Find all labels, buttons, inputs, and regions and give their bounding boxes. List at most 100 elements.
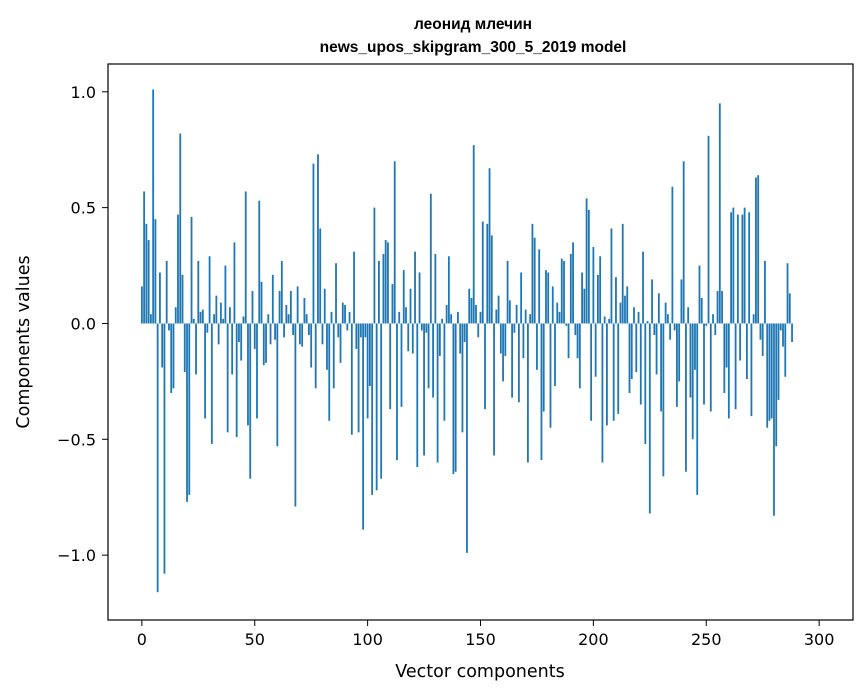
bar xyxy=(730,212,732,324)
bar xyxy=(328,323,331,421)
bar xyxy=(384,240,387,324)
bar xyxy=(159,272,161,324)
bar xyxy=(258,200,261,324)
bar xyxy=(671,186,674,324)
bar xyxy=(423,323,425,456)
bar xyxy=(280,260,283,324)
bar xyxy=(366,323,369,419)
bar xyxy=(698,265,701,324)
x-tick-label: 200 xyxy=(578,630,609,649)
bar xyxy=(208,256,211,324)
bar xyxy=(378,260,380,324)
bar xyxy=(592,247,595,324)
bar xyxy=(721,291,723,324)
bar xyxy=(362,323,365,530)
bar xyxy=(177,214,179,324)
bar xyxy=(443,323,446,421)
bar xyxy=(506,260,509,324)
bar xyxy=(454,323,457,472)
bar-series xyxy=(140,89,793,593)
bar xyxy=(147,240,150,324)
bar xyxy=(531,223,534,324)
bar xyxy=(364,323,367,338)
bar xyxy=(339,323,342,363)
bar xyxy=(192,318,195,324)
bar xyxy=(617,323,620,414)
bar xyxy=(222,318,225,324)
bar xyxy=(355,323,358,349)
bar xyxy=(736,214,739,324)
bar xyxy=(723,323,726,393)
bar xyxy=(624,295,626,324)
bar xyxy=(393,161,396,324)
bar xyxy=(231,323,234,375)
bar xyxy=(551,286,554,324)
bar xyxy=(420,323,423,331)
bar xyxy=(615,277,617,324)
x-tick-label: 0 xyxy=(137,630,147,649)
bar xyxy=(626,286,629,324)
bar xyxy=(357,323,360,433)
bar xyxy=(267,314,270,324)
chart-subtitle: news_upos_skipgram_300_5_2019 model xyxy=(320,39,627,56)
bar xyxy=(289,291,292,324)
bar xyxy=(527,323,529,463)
bar xyxy=(703,323,705,405)
bar xyxy=(298,323,301,345)
bar xyxy=(359,323,362,338)
bar xyxy=(578,323,581,389)
bar xyxy=(784,323,787,377)
bar xyxy=(700,297,703,324)
bar xyxy=(337,323,340,338)
bar xyxy=(648,323,651,514)
bar xyxy=(603,316,606,324)
bar xyxy=(224,265,227,324)
bar xyxy=(601,323,604,463)
bar xyxy=(583,288,586,324)
bar xyxy=(319,228,322,324)
bar xyxy=(242,316,245,324)
bar xyxy=(621,223,624,324)
bar xyxy=(292,323,295,336)
bar xyxy=(576,323,579,359)
bar xyxy=(405,307,407,324)
bar xyxy=(725,323,728,368)
bar xyxy=(585,198,588,324)
bar xyxy=(569,253,572,324)
bar xyxy=(380,323,383,479)
bar xyxy=(368,323,371,387)
bar xyxy=(310,323,313,368)
bar xyxy=(515,304,518,324)
bar xyxy=(533,237,536,324)
bar xyxy=(716,291,719,324)
bar xyxy=(685,323,687,472)
bar xyxy=(554,323,556,387)
bar xyxy=(447,256,450,324)
bar xyxy=(757,175,760,324)
bar xyxy=(244,191,247,324)
bar xyxy=(669,323,672,340)
bar xyxy=(479,311,482,324)
bar xyxy=(249,323,252,479)
bar xyxy=(411,323,414,354)
bar xyxy=(201,309,204,324)
bar xyxy=(240,323,243,361)
bar xyxy=(312,163,315,324)
x-tick-label: 150 xyxy=(465,630,496,649)
bar xyxy=(639,323,642,405)
bar xyxy=(547,272,550,324)
bar xyxy=(619,302,622,324)
bar xyxy=(567,323,570,359)
y-tick-label: 1.0 xyxy=(71,83,96,102)
bar xyxy=(538,249,541,324)
bar xyxy=(301,323,304,347)
bar xyxy=(308,323,310,336)
bar xyxy=(396,323,398,461)
bar xyxy=(718,103,721,324)
bar xyxy=(508,300,511,324)
bar xyxy=(502,323,504,382)
bar xyxy=(709,323,712,412)
bar xyxy=(676,323,678,407)
bar xyxy=(545,270,547,324)
bar xyxy=(560,258,563,324)
